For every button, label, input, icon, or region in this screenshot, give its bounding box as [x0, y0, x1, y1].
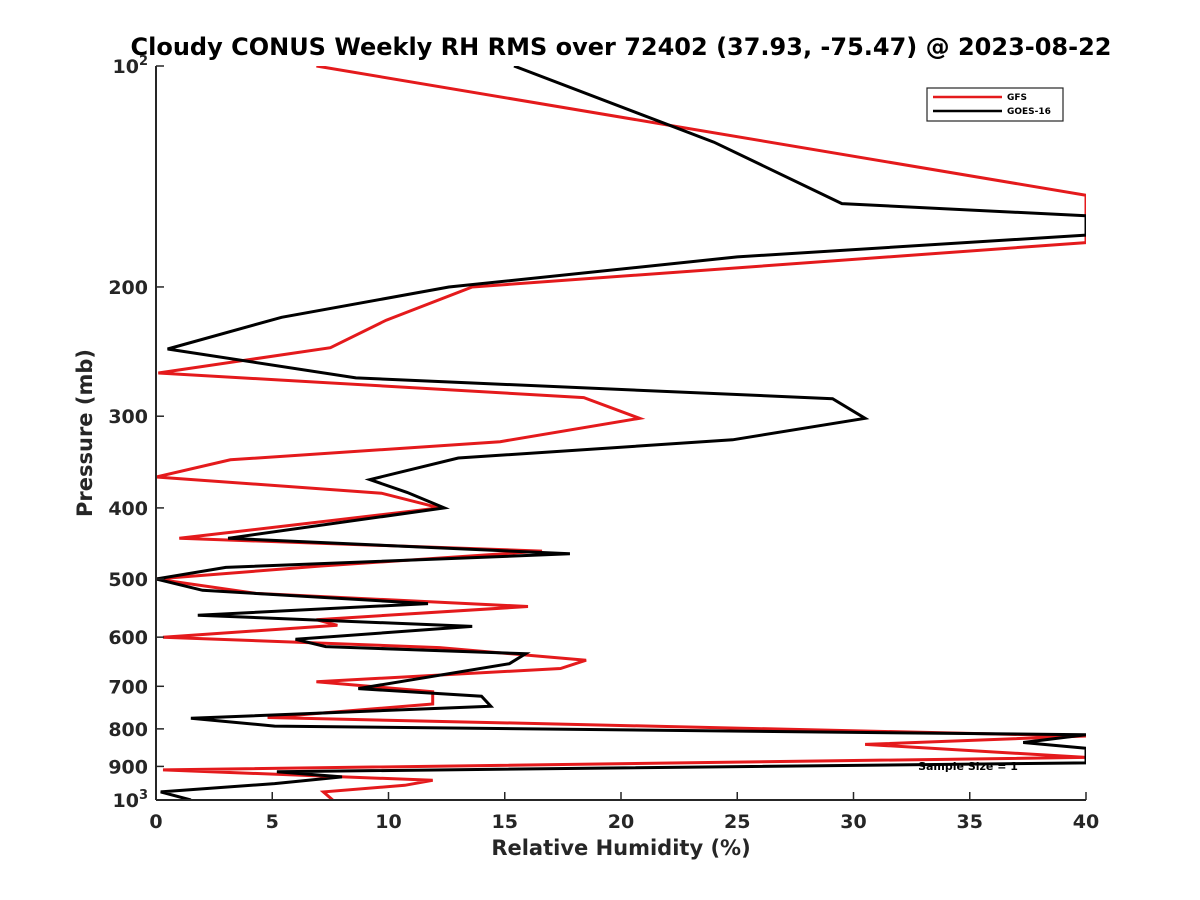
- series-line-gfs: [156, 66, 1086, 800]
- y-tick-label: 800: [108, 719, 148, 741]
- y-tick-label: 400: [108, 498, 148, 520]
- x-tick-label: 30: [840, 811, 866, 833]
- y-axis-ticks: 102 200 300 400 500 600 700 800 900 103: [108, 54, 164, 812]
- x-tick-label: 20: [608, 811, 634, 833]
- legend-box: [926, 87, 1064, 122]
- y-axis-label: Pressure (mb): [73, 349, 97, 517]
- x-axis-label: Relative Humidity (%): [491, 836, 750, 860]
- series-layer: [156, 66, 1086, 800]
- y-tick-label: 103: [113, 788, 149, 812]
- legend: GFS GOES-16: [926, 87, 1064, 122]
- x-tick-label: 0: [149, 811, 162, 833]
- y-tick-label: 102: [113, 54, 149, 78]
- x-axis-ticks: 0 5 10 15 20 25 30 35 40: [149, 792, 1099, 833]
- y-tick-label: 500: [108, 569, 148, 591]
- x-tick-label: 15: [492, 811, 518, 833]
- y-tick-label: 600: [108, 627, 148, 649]
- plot-area: [156, 66, 1086, 800]
- x-tick-label: 5: [266, 811, 279, 833]
- x-tick-label: 10: [375, 811, 401, 833]
- x-tick-label: 35: [957, 811, 983, 833]
- legend-label-goes16: GOES-16: [1007, 107, 1051, 117]
- x-tick-label: 25: [724, 811, 750, 833]
- y-tick-label: 200: [108, 277, 148, 299]
- y-tick-label: 900: [108, 756, 148, 778]
- series-line-goes16: [156, 66, 1086, 800]
- y-tick-label: 300: [108, 406, 148, 428]
- x-tick-label: 40: [1073, 811, 1099, 833]
- chart-title: Cloudy CONUS Weekly RH RMS over 72402 (3…: [131, 33, 1112, 61]
- y-tick-label: 700: [108, 676, 148, 698]
- sample-size-note: Sample Size = 1: [918, 760, 1018, 773]
- legend-label-gfs: GFS: [1007, 93, 1027, 103]
